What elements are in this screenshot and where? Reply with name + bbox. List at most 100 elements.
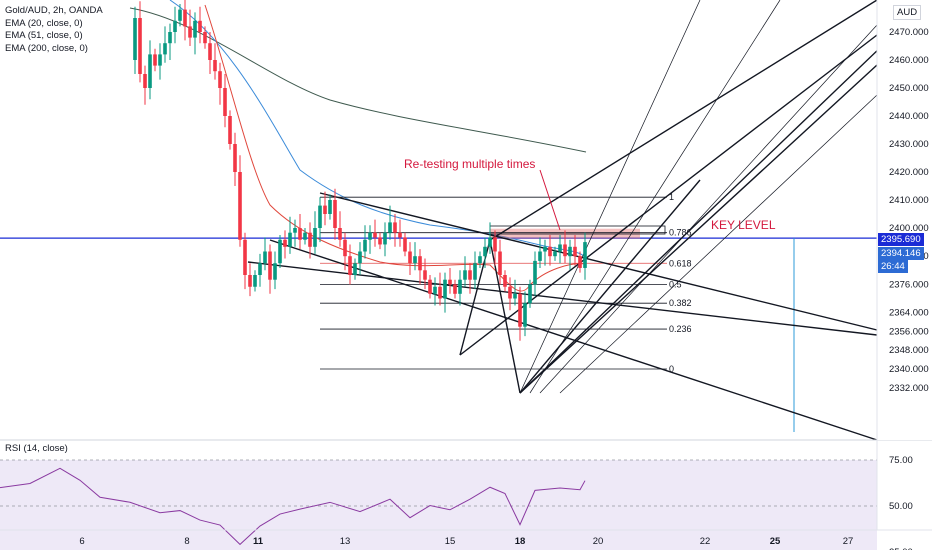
fib-level-label: 0 — [669, 364, 674, 374]
trendline — [319, 192, 878, 331]
candle-body — [333, 200, 337, 228]
candle-body — [158, 54, 162, 66]
price-tick-label: 2376.000 — [889, 279, 929, 290]
rsi-tick-label: 75.00 — [889, 455, 913, 466]
candle-body — [233, 144, 237, 172]
fan-line — [559, 94, 878, 394]
candle-body — [138, 18, 142, 74]
candle-body — [543, 246, 547, 252]
candle-body — [468, 270, 472, 280]
candle-body — [483, 246, 487, 257]
fan-line — [519, 0, 701, 394]
time-tick-label: 20 — [593, 536, 604, 547]
candle-body — [148, 54, 152, 88]
symbol-title: Gold/AUD, 2h, OANDA — [5, 5, 103, 16]
candle-body — [583, 242, 587, 268]
candle-body — [498, 251, 502, 275]
candle-body — [173, 20, 177, 32]
candle-body — [533, 260, 537, 285]
ema200-line — [129, 7, 587, 153]
candle-body — [493, 237, 497, 252]
price-axis[interactable]: 2470.000 2460.000 2450.000 2440.000 2430.000… — [876, 0, 932, 530]
candle-body — [413, 256, 417, 264]
candle-body — [283, 239, 287, 247]
countdown-badge: 26:44 — [878, 260, 908, 273]
time-tick-label: 8 — [184, 536, 189, 547]
candle-body — [453, 284, 457, 294]
fib-level-label: 0.382 — [669, 298, 692, 308]
candle-body — [393, 222, 397, 233]
candle-body — [523, 303, 527, 327]
candle-body — [403, 237, 407, 252]
candle-body — [358, 251, 362, 264]
candle-body — [438, 286, 442, 299]
candle-body — [288, 232, 292, 247]
candle-body — [263, 251, 267, 264]
ema51-label: EMA (51, close, 0) — [5, 30, 83, 41]
trendlines[interactable] — [247, 0, 931, 441]
candle-body — [423, 270, 427, 280]
candle-body — [343, 239, 347, 257]
candle-body — [353, 263, 357, 275]
candle-body — [248, 275, 252, 287]
candle-body — [218, 71, 222, 88]
candle-body — [143, 74, 147, 88]
retest-annotation: Re-testing multiple times — [404, 157, 536, 171]
candle-body — [513, 293, 517, 299]
price-tick-label: 2450.000 — [889, 83, 929, 94]
ema200-label: EMA (200, close, 0) — [5, 42, 88, 54]
candle-body — [253, 275, 257, 287]
trendline — [519, 179, 701, 394]
candle-body — [188, 26, 192, 38]
candle-body — [378, 237, 382, 245]
price-tick-label: 2356.000 — [889, 326, 929, 337]
candle-body — [213, 60, 217, 72]
rsi-pane: 75.00 50.00 25.00 — [0, 439, 932, 550]
price-tick-label: 2332.000 — [889, 383, 929, 394]
annotation-pointer — [539, 169, 561, 231]
candle-body — [463, 270, 467, 280]
candle-body — [228, 116, 232, 144]
candle-body — [408, 251, 412, 264]
price-tick-label: 2364.000 — [889, 308, 929, 319]
candle-body — [398, 232, 402, 238]
rsi-band — [0, 460, 877, 550]
candle-body — [168, 32, 172, 44]
price-tick-label: 2470.000 — [889, 27, 929, 38]
fan-line — [539, 24, 878, 394]
trendline — [247, 261, 878, 336]
candle-body — [368, 232, 372, 240]
time-axis[interactable]: 6 8 11 13 15 18 20 22 25 27 — [0, 529, 932, 547]
candle-body — [193, 20, 197, 38]
chart-legend: Gold/AUD, 2h, OANDA EMA (20, close, 0) E… — [5, 5, 103, 55]
fib-level-label: 0.236 — [669, 324, 692, 334]
rsi-label: RSI (14, close) — [5, 443, 68, 454]
price-axis-bg — [877, 0, 932, 440]
key-level-annotation: KEY LEVEL — [711, 218, 776, 232]
candle-body — [203, 32, 207, 44]
candle-body — [338, 228, 342, 240]
price-tick-label: 2410.000 — [889, 195, 929, 206]
fan-line — [529, 0, 781, 394]
rsi-tick-label: 25.00 — [889, 547, 913, 550]
candle-body — [488, 237, 492, 247]
currency-badge[interactable]: AUD — [893, 5, 922, 20]
candle-body — [538, 251, 542, 261]
candle-body — [383, 232, 387, 245]
price-tick-label: 2440.000 — [889, 111, 929, 122]
trendline — [519, 0, 931, 394]
fib-level-label: 0.618 — [669, 258, 692, 268]
price-tick-label: 2340.000 — [889, 364, 929, 375]
time-tick-label: 15 — [445, 536, 456, 547]
candle-body — [178, 9, 182, 21]
candle-body — [443, 279, 447, 299]
candle-body — [223, 88, 227, 116]
candle-body — [518, 293, 522, 327]
time-tick-label: 25 — [770, 536, 781, 547]
candle-body — [313, 228, 317, 247]
fib-level-label: 1 — [669, 192, 674, 202]
candle-body — [258, 263, 262, 275]
candle-body — [448, 279, 452, 285]
second-price-badge: 2394.146 — [878, 247, 924, 260]
